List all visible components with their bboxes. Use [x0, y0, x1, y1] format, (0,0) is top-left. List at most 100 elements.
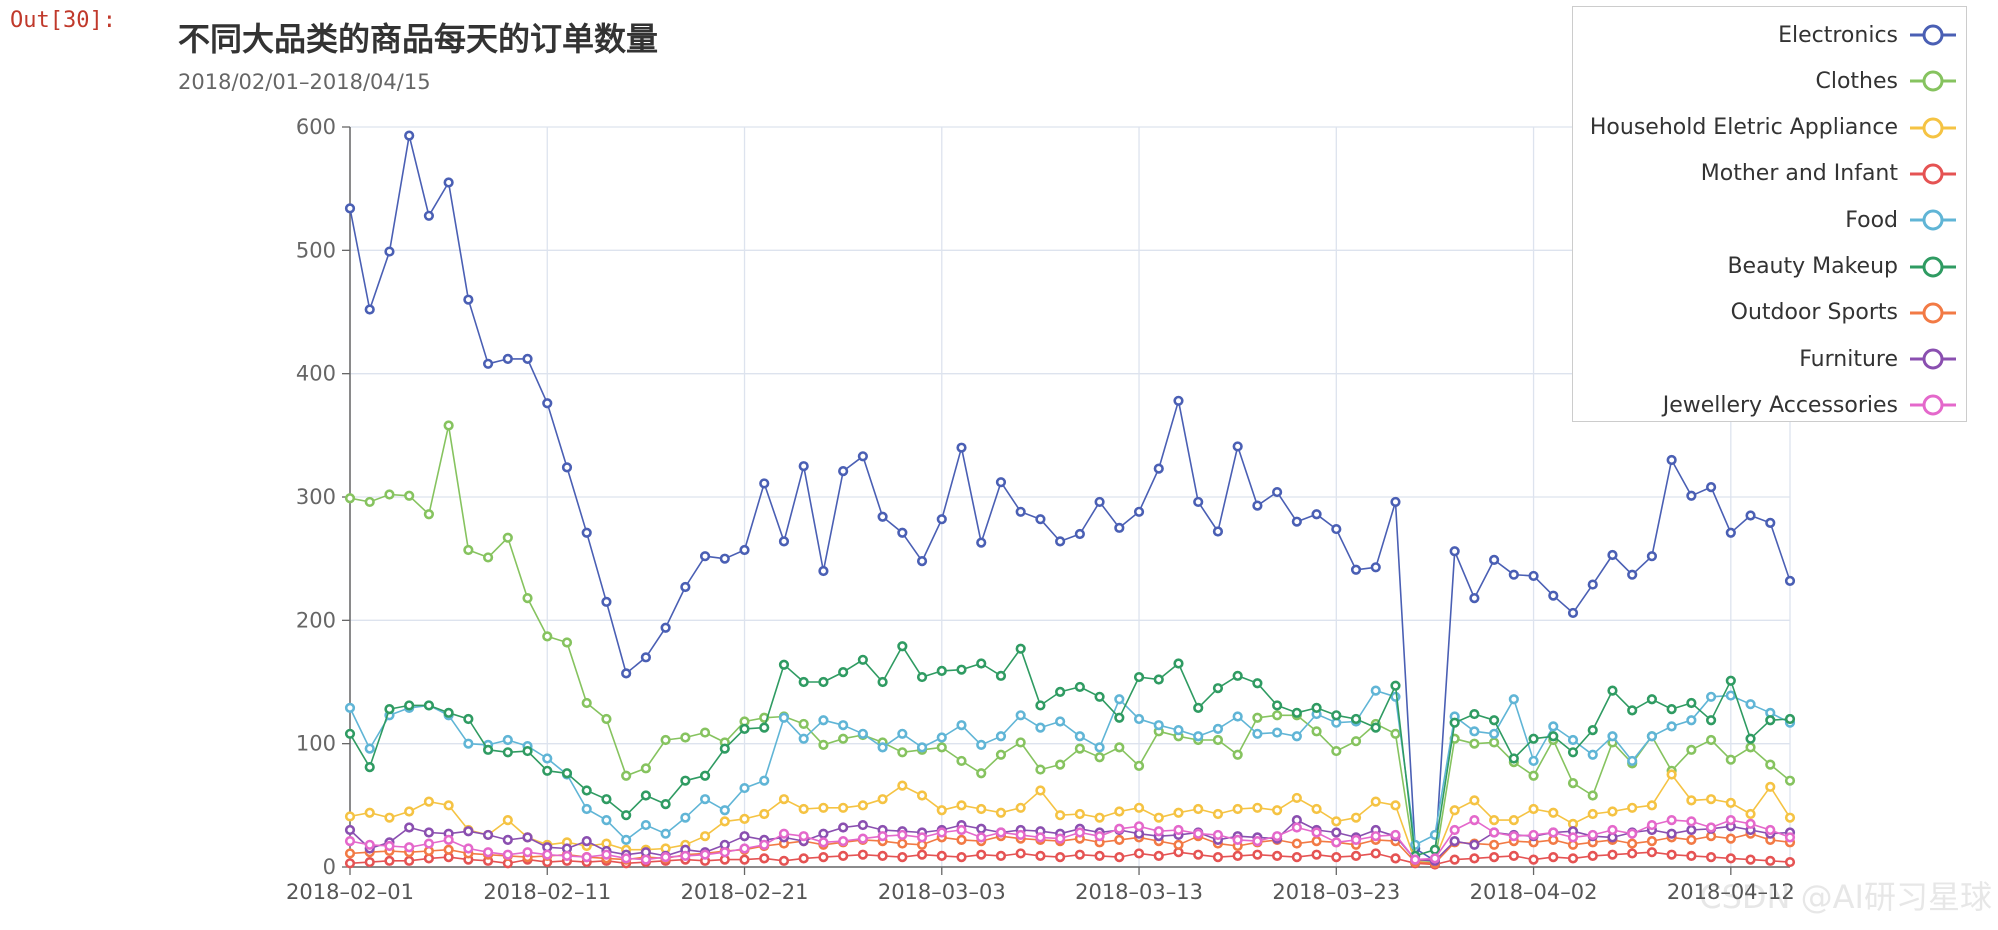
data-point: [838, 802, 849, 813]
data-point: [1133, 821, 1145, 832]
data-point: [1350, 713, 1362, 725]
data-point: [897, 780, 908, 791]
data-point: [1311, 726, 1322, 737]
y-tick-label: 400: [296, 362, 336, 386]
series-beauty-makeup: [344, 641, 1796, 862]
legend-item[interactable]: Jewellery Accessories: [1663, 390, 1958, 420]
data-point: [384, 489, 395, 500]
data-point: [640, 819, 651, 831]
data-point: [1350, 850, 1362, 862]
data-point: [1469, 726, 1480, 737]
data-point: [976, 849, 987, 860]
data-point: [344, 811, 356, 822]
data-point: [1272, 727, 1283, 738]
data-point: [1765, 715, 1776, 726]
data-point: [1469, 815, 1480, 826]
data-point: [443, 834, 454, 845]
legend-item[interactable]: Furniture: [1799, 344, 1958, 374]
data-point: [1705, 715, 1717, 726]
data-point: [1133, 713, 1145, 725]
data-point: [1627, 828, 1638, 839]
data-point: [1410, 839, 1421, 850]
data-point: [778, 712, 790, 723]
data-point: [1370, 848, 1381, 859]
data-point: [1350, 564, 1362, 575]
data-point: [1745, 699, 1756, 710]
legend-item[interactable]: Clothes: [1816, 66, 1959, 96]
data-point: [522, 745, 533, 757]
data-point: [936, 732, 947, 743]
data-point: [897, 747, 908, 758]
data-point: [463, 738, 474, 749]
data-point: [1311, 835, 1322, 847]
data-point: [522, 353, 533, 364]
data-point: [719, 805, 730, 816]
data-point: [1528, 854, 1539, 865]
data-point: [1015, 802, 1026, 813]
data-point: [995, 731, 1007, 742]
legend-item[interactable]: Household Eletric Appliance: [1590, 113, 1958, 143]
legend-item[interactable]: Electronics: [1778, 20, 1958, 50]
data-point: [1094, 812, 1105, 823]
data-point: [384, 840, 395, 852]
data-point: [463, 544, 474, 556]
legend-item[interactable]: Outdoor Sports: [1731, 298, 1958, 328]
data-point: [1705, 691, 1717, 702]
y-tick-label: 100: [296, 732, 336, 756]
data-point: [1627, 802, 1638, 813]
x-tick-label: 2018–02–21: [681, 880, 809, 904]
data-point: [344, 203, 356, 214]
data-point: [1765, 517, 1776, 529]
data-point: [818, 802, 829, 813]
data-point: [719, 743, 730, 754]
data-point: [916, 742, 928, 753]
data-point: [1272, 700, 1283, 711]
data-point: [956, 834, 967, 845]
data-point: [404, 806, 415, 817]
legend-item[interactable]: Mother and Infant: [1701, 159, 1958, 189]
data-point: [384, 812, 395, 823]
data-point: [1015, 643, 1026, 654]
data-point: [995, 827, 1007, 838]
data-point: [601, 794, 612, 805]
data-point: [364, 743, 375, 754]
data-point: [1725, 833, 1736, 844]
data-point: [897, 641, 908, 652]
legend-item[interactable]: Beauty Makeup: [1727, 252, 1958, 282]
data-point: [482, 744, 494, 755]
data-point: [680, 581, 691, 593]
data-point: [542, 631, 553, 642]
data-point: [344, 702, 356, 714]
data-point: [1705, 734, 1717, 746]
data-point: [818, 837, 829, 848]
legend-item[interactable]: Food: [1845, 205, 1958, 235]
data-point: [364, 761, 375, 773]
x-tick-label: 2018–02–01: [286, 880, 414, 904]
data-point: [1074, 681, 1085, 693]
data-point: [1686, 824, 1697, 836]
data-point: [423, 210, 435, 221]
data-point: [1272, 831, 1283, 842]
data-point: [877, 850, 888, 862]
data-point: [344, 835, 356, 847]
data-point: [956, 800, 967, 811]
data-point: [1390, 829, 1401, 841]
data-point: [1449, 824, 1460, 836]
data-point: [561, 850, 573, 862]
data-point: [818, 565, 829, 577]
data-point: [1528, 733, 1539, 744]
data-point: [1390, 853, 1401, 864]
data-point: [542, 765, 553, 776]
x-tick-label: 2018–02–11: [483, 880, 611, 904]
data-point: [1035, 722, 1046, 733]
data-point: [838, 667, 849, 678]
data-point: [404, 700, 415, 711]
data-point: [1252, 712, 1263, 723]
data-point: [581, 852, 592, 863]
data-point: [1705, 482, 1717, 493]
data-point: [916, 556, 928, 567]
data-point: [1035, 785, 1046, 796]
data-point: [1489, 852, 1500, 863]
data-point: [1489, 815, 1500, 826]
data-point: [1291, 852, 1302, 863]
